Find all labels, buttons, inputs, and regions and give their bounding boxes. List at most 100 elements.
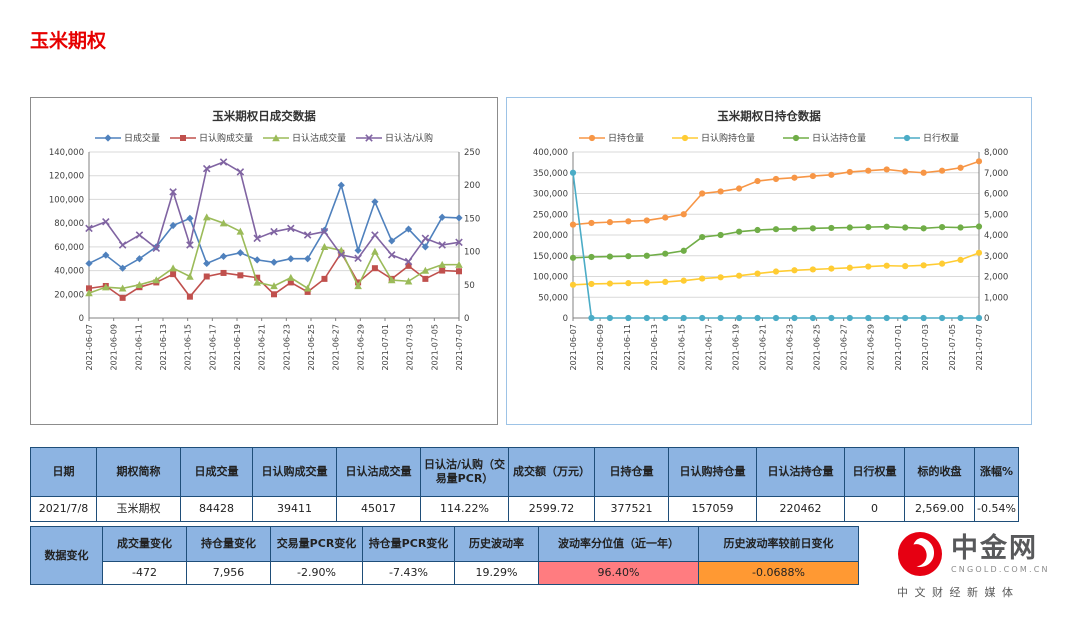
legend-label: 日行权量 xyxy=(923,134,960,144)
series-circle xyxy=(569,169,983,322)
triangle-marker-icon xyxy=(262,133,289,141)
series-circle xyxy=(569,158,983,228)
y2-axis-tick-label: 5,000 xyxy=(984,210,1008,220)
table1-header-cell: 日成交量 xyxy=(180,447,253,497)
table2-header-cell: 持仓量PCR变化 xyxy=(362,526,455,562)
x-axis-tick-label: 2021-06-13 xyxy=(650,324,659,371)
y-axis-tick-label: 50,000 xyxy=(538,293,568,303)
y-axis-tick-label: 150,000 xyxy=(533,252,568,262)
cngold-logo-row: 中金网 CNGOLD.COM.CN xyxy=(897,531,1067,577)
y-axis-tick-label: 100,000 xyxy=(49,195,84,205)
circle-marker-icon xyxy=(671,134,698,141)
x-axis-tick-label: 2021-07-05 xyxy=(430,324,439,371)
y-axis-tick-label: 250,000 xyxy=(533,210,568,220)
table1-header-row: 日期 期权简称 日成交量 日认购成交量 日认沽成交量 日认沽/认购（交易量PCR） 成交额（… xyxy=(30,447,1019,497)
table1-header-cell: 日持仓量 xyxy=(594,447,669,497)
circle-marker-icon xyxy=(578,134,605,141)
legend-label: 日成交量 xyxy=(123,134,160,144)
table1-header-cell: 日认购成交量 xyxy=(252,447,337,497)
table1-header-cell: 标的收盘 xyxy=(904,447,975,497)
legend-item: 日认沽成交量 xyxy=(262,131,346,144)
legend-item: 日成交量 xyxy=(94,131,160,144)
x-axis-tick-label: 2021-06-09 xyxy=(110,324,119,371)
x-axis-tick-label: 2021-06-25 xyxy=(307,324,316,371)
x-axis-tick-label: 2021-06-13 xyxy=(159,324,168,371)
table1-header-cell: 日认购持仓量 xyxy=(668,447,757,497)
legend-item: 日认购成交量 xyxy=(169,131,253,144)
data-change-table: 数据变化 成交量变化 持仓量变化 交易量PCR变化 持仓量PCR变化 历史波动率 波动率分位… xyxy=(30,526,859,585)
table1-data-cell: 157059 xyxy=(668,496,757,522)
cngold-logo-name: 中金网 xyxy=(951,532,1038,564)
table2-header-cell: 持仓量变化 xyxy=(186,526,271,562)
y-axis-tick-label: 120,000 xyxy=(49,172,84,182)
x-axis-tick-label: 2021-06-23 xyxy=(282,324,291,371)
y-axis-tick-label: 60,000 xyxy=(54,243,84,253)
legend-label: 日认沽持仓量 xyxy=(812,134,867,144)
table1-data-cell: 0 xyxy=(844,496,905,522)
table1-data-row: 2021/7/8 玉米期权 84428 39411 45017 114.22% 2599.7… xyxy=(30,496,1019,522)
y2-axis-tick-label: 6,000 xyxy=(984,190,1008,200)
legend-item: 日认沽/认购 xyxy=(356,131,433,144)
y2-axis-tick-label: 200 xyxy=(464,181,480,191)
x-axis-tick-label: 2021-07-03 xyxy=(921,324,930,371)
y-axis-tick-label: 200,000 xyxy=(533,231,568,241)
table2-header-row: 数据变化 成交量变化 持仓量变化 交易量PCR变化 持仓量PCR变化 历史波动率 波动率分位… xyxy=(30,526,859,585)
table1-header-cell: 日认沽/认购（交易量PCR） xyxy=(420,447,509,497)
legend-label: 日认购持仓量 xyxy=(700,134,755,144)
legend-label: 日认沽成交量 xyxy=(291,134,346,144)
x-axis-tick-label: 2021-06-29 xyxy=(356,324,365,371)
x-axis-tick-label: 2021-06-19 xyxy=(731,324,740,371)
y2-axis-tick-label: 8,000 xyxy=(984,148,1008,158)
table1-header-cell: 期权简称 xyxy=(96,447,181,497)
x-axis-tick-label: 2021-06-07 xyxy=(569,324,578,371)
table1-header-cell: 日行权量 xyxy=(844,447,905,497)
y2-axis-tick-label: 100 xyxy=(464,248,480,258)
legend-item: 日持仓量 xyxy=(578,131,644,144)
y-axis-tick-label: 80,000 xyxy=(54,219,84,229)
y2-axis-tick-label: 2,000 xyxy=(984,273,1008,283)
circle-marker-icon xyxy=(783,134,809,141)
legend-item: 日行权量 xyxy=(894,131,959,144)
table1-header-cell: 成交额（万元） xyxy=(508,447,595,497)
x-axis-tick-label: 2021-06-17 xyxy=(208,324,217,371)
table1-data-cell: 220462 xyxy=(756,496,845,522)
series-triangle xyxy=(85,213,463,297)
y2-axis-tick-label: 7,000 xyxy=(984,169,1008,179)
cngold-logo-tagline: 中文财经新媒体 xyxy=(897,586,1020,599)
open-interest-chart-legend: 日持仓量 日认购持仓量 日认沽持仓量 日行权量 xyxy=(507,131,1031,144)
cngold-logo-icon xyxy=(898,532,942,576)
table1-header-cell: 日期 xyxy=(30,447,97,497)
y2-axis-tick-label: 250 xyxy=(464,148,480,158)
y2-axis-tick-label: 50 xyxy=(464,281,475,291)
y-axis-tick-label: 40,000 xyxy=(54,267,84,277)
series-circle xyxy=(569,223,983,261)
legend-label: 日认沽/认购 xyxy=(385,134,434,144)
y-axis-tick-label: 350,000 xyxy=(533,169,568,179)
y2-axis-tick-label: 0 xyxy=(464,314,469,324)
table1-data-cell: 45017 xyxy=(336,496,421,522)
cngold-logo: 中金网 CNGOLD.COM.CN 中文财经新媒体 xyxy=(897,531,1067,600)
y-axis-tick-label: 0 xyxy=(79,314,84,324)
y-axis-tick-label: 300,000 xyxy=(533,190,568,200)
table2-data-cell: -0.0688% xyxy=(698,561,859,585)
x-axis-tick-label: 2021-07-03 xyxy=(406,324,415,371)
x-axis-tick-label: 2021-06-21 xyxy=(258,324,267,371)
table2-label-cell: 数据变化 xyxy=(30,526,103,585)
y2-axis-tick-label: 150 xyxy=(464,214,480,224)
x-axis-tick-label: 2021-06-25 xyxy=(813,324,822,371)
table1-data-cell: 39411 xyxy=(252,496,337,522)
cngold-logo-domain: CNGOLD.COM.CN xyxy=(951,564,1050,574)
x-axis-tick-label: 2021-06-11 xyxy=(623,324,632,371)
table2-data-cell: -2.90% xyxy=(270,561,363,585)
x-axis-tick-label: 2021-07-07 xyxy=(455,324,464,371)
diamond-marker-icon xyxy=(94,133,121,142)
table1-data-cell: 2,569.00 xyxy=(904,496,975,522)
table1-header-cell: 日认沽持仓量 xyxy=(756,447,845,497)
x-axis-tick-label: 2021-06-29 xyxy=(867,324,876,371)
y-axis-tick-label: 400,000 xyxy=(533,148,568,158)
table2-header-cell: 历史波动率较前日变化 xyxy=(698,526,859,562)
table1-header-cell: 日认沽成交量 xyxy=(336,447,421,497)
series-circle xyxy=(569,249,983,288)
legend-item: 日认沽持仓量 xyxy=(783,131,866,144)
